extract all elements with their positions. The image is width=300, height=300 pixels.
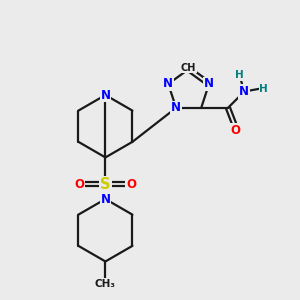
Text: N: N — [100, 88, 110, 101]
Text: H: H — [259, 83, 268, 94]
Text: S: S — [100, 177, 111, 192]
Text: O: O — [230, 124, 240, 137]
Text: N: N — [239, 85, 249, 98]
Text: N: N — [204, 77, 214, 90]
Text: CH: CH — [181, 63, 196, 73]
Text: CH₃: CH₃ — [95, 279, 116, 289]
Text: O: O — [75, 178, 85, 191]
Text: H: H — [236, 70, 244, 80]
Text: N: N — [171, 101, 181, 114]
Text: O: O — [126, 178, 136, 191]
Text: N: N — [163, 77, 173, 90]
Text: N: N — [100, 193, 110, 206]
